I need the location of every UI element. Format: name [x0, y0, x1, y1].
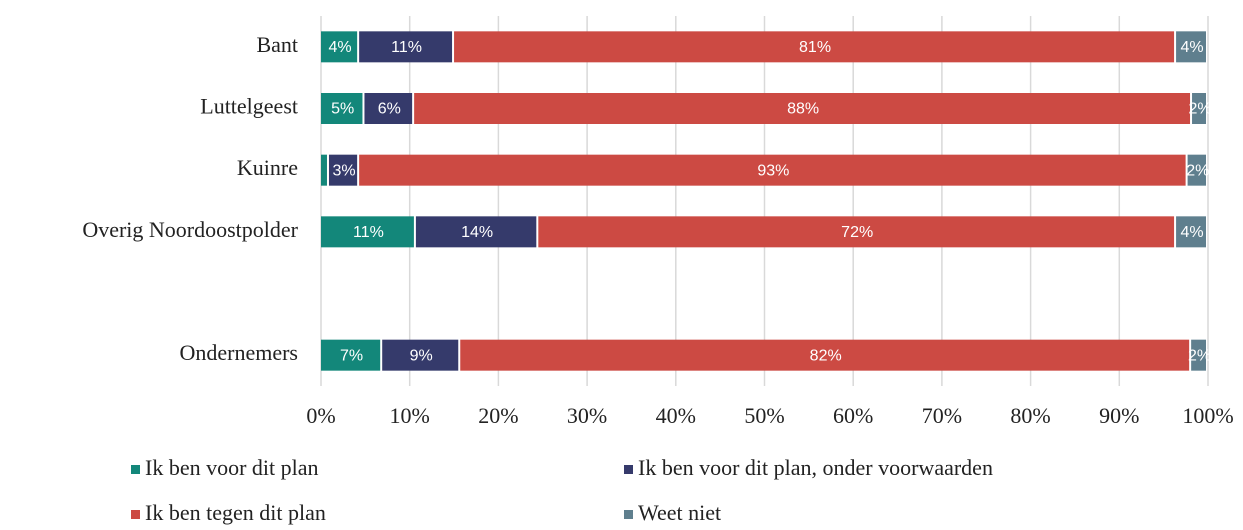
x-tick-label: 60% [833, 403, 873, 428]
bar-segment [1176, 31, 1206, 63]
y-tick-label: Kuinre [237, 155, 298, 180]
bar-segment [321, 339, 381, 371]
data-label: 2% [1188, 101, 1211, 118]
x-tick-label: 80% [1010, 403, 1050, 428]
x-tick-label: 70% [922, 403, 962, 428]
data-label: 14% [461, 224, 493, 241]
bar-segment [321, 93, 363, 124]
y-tick-label: Bant [256, 32, 298, 57]
bar-segment [415, 216, 537, 248]
data-label: 93% [757, 162, 789, 179]
bar-segment [321, 216, 414, 248]
bar-segment [359, 154, 1186, 186]
data-label: 72% [841, 224, 873, 241]
data-label: 5% [331, 101, 354, 118]
legend-label: Ik ben voor dit plan, onder voorwaarden [638, 455, 993, 480]
bar-segment [321, 154, 327, 186]
bar-segment [321, 31, 358, 63]
data-label: 4% [329, 39, 352, 56]
legend-swatch [131, 510, 140, 519]
legend-label: Ik ben tegen dit plan [145, 500, 326, 525]
bar-segment [1192, 93, 1206, 124]
data-label: 88% [787, 101, 819, 118]
x-tick-label: 30% [567, 403, 607, 428]
bar-segment [538, 216, 1175, 248]
y-tick-label: Ondernemers [179, 340, 298, 365]
data-label: 11% [353, 224, 384, 241]
bar-segment [382, 339, 459, 371]
x-tick-label: 100% [1182, 403, 1233, 428]
bar-segment [364, 93, 413, 124]
data-label: 11% [391, 39, 422, 56]
x-tick-label: 20% [478, 403, 518, 428]
bar-segment [328, 154, 358, 186]
bar-segment [1187, 154, 1206, 186]
x-tick-label: 90% [1099, 403, 1139, 428]
bar-segment [1191, 339, 1206, 371]
legend-swatch [624, 510, 633, 519]
y-tick-label: Overig Noordoostpolder [82, 217, 298, 242]
data-label: 81% [799, 39, 831, 56]
legend-swatch [624, 465, 633, 474]
bar-segment [454, 31, 1175, 63]
data-label: 7% [340, 347, 363, 364]
x-tick-label: 40% [656, 403, 696, 428]
y-tick-label: Luttelgeest [200, 94, 298, 119]
data-label: 3% [332, 162, 355, 179]
bar-segment [359, 31, 453, 63]
data-label: 9% [410, 347, 433, 364]
x-tick-label: 50% [744, 403, 784, 428]
data-label: 2% [1188, 347, 1211, 364]
data-label: 6% [378, 101, 401, 118]
x-tick-label: 0% [306, 403, 335, 428]
data-label: 4% [1180, 224, 1203, 241]
legend-label: Weet niet [638, 500, 721, 525]
data-label: 82% [810, 347, 842, 364]
data-label: 4% [1180, 39, 1203, 56]
bar-segment [460, 339, 1190, 371]
data-label: 2% [1186, 162, 1209, 179]
bar-segment [1176, 216, 1206, 248]
legend-label: Ik ben voor dit plan [145, 455, 319, 480]
bar-segment [414, 93, 1191, 124]
legend-swatch [131, 465, 140, 474]
x-tick-label: 10% [390, 403, 430, 428]
